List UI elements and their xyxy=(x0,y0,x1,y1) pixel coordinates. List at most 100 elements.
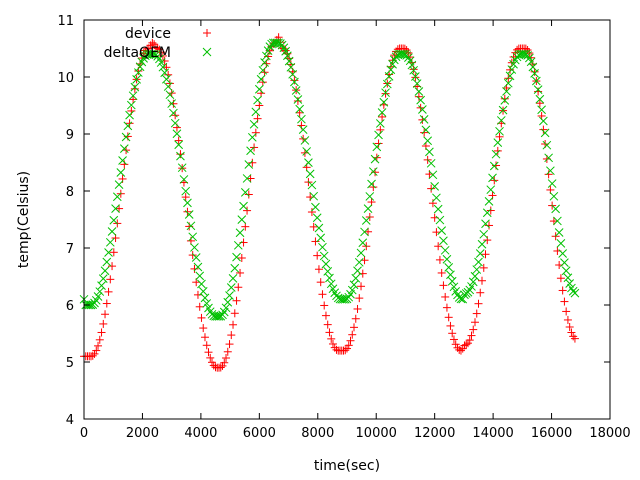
data-point xyxy=(206,353,215,362)
data-point xyxy=(105,237,115,247)
data-point xyxy=(396,49,406,59)
data-point xyxy=(432,193,441,203)
legend-label-deltaqem: deltaQEM xyxy=(104,45,171,61)
data-point xyxy=(230,309,239,318)
data-point xyxy=(565,322,574,331)
data-point xyxy=(361,216,371,225)
data-point xyxy=(222,354,231,363)
data-point xyxy=(188,232,198,242)
data-point xyxy=(236,268,245,277)
data-point xyxy=(553,216,562,226)
data-point xyxy=(493,146,502,155)
data-point xyxy=(109,248,118,257)
data-point xyxy=(261,51,271,61)
data-point xyxy=(197,313,206,322)
data-point xyxy=(339,294,348,304)
data-point xyxy=(378,112,387,121)
data-point xyxy=(556,274,565,283)
data-point xyxy=(135,62,145,72)
data-point xyxy=(311,237,320,246)
data-point xyxy=(226,283,236,292)
data-point xyxy=(370,154,380,164)
data-point xyxy=(507,65,517,74)
data-point xyxy=(288,69,298,79)
data-point xyxy=(237,253,246,262)
x-axis-title: time(sec) xyxy=(314,458,380,474)
data-point xyxy=(311,202,320,212)
data-point xyxy=(444,313,453,322)
data-point xyxy=(458,294,468,304)
x-tick-label: 4000 xyxy=(184,426,217,441)
data-point xyxy=(469,325,478,334)
data-point xyxy=(447,276,457,286)
data-point xyxy=(246,146,255,156)
data-point xyxy=(549,191,559,201)
data-point xyxy=(109,215,119,225)
data-point xyxy=(474,257,483,267)
data-point xyxy=(498,105,508,115)
data-point xyxy=(360,227,369,237)
data-point xyxy=(181,193,190,202)
data-point xyxy=(227,331,236,340)
data-point xyxy=(114,180,124,190)
x-tick-label: 8000 xyxy=(301,426,334,441)
data-point xyxy=(367,179,376,189)
data-point xyxy=(488,173,497,183)
data-point xyxy=(412,79,422,88)
data-point xyxy=(425,147,434,157)
data-point xyxy=(133,68,143,77)
data-point xyxy=(162,74,171,84)
data-point xyxy=(94,341,103,350)
data-point xyxy=(307,208,316,217)
data-point xyxy=(484,197,494,206)
data-point xyxy=(295,108,304,117)
data-point xyxy=(384,72,394,81)
data-point xyxy=(225,340,234,349)
data-point xyxy=(277,40,287,50)
data-point xyxy=(195,302,204,311)
data-point xyxy=(358,238,368,248)
data-point xyxy=(437,226,447,236)
y-tick-label: 11 xyxy=(57,14,74,29)
data-point xyxy=(204,348,213,357)
data-point xyxy=(369,183,378,192)
data-point xyxy=(176,151,185,161)
data-point xyxy=(125,110,134,120)
data-point xyxy=(551,204,561,214)
data-point xyxy=(382,79,392,89)
data-point xyxy=(544,153,553,163)
data-point xyxy=(181,186,191,196)
data-point xyxy=(432,228,441,237)
data-point xyxy=(351,314,360,323)
plot-frame xyxy=(83,19,611,420)
data-point xyxy=(468,277,478,287)
data-point xyxy=(169,108,178,118)
data-point xyxy=(539,125,548,134)
data-point xyxy=(225,291,234,300)
data-point xyxy=(490,176,499,185)
data-point xyxy=(470,318,479,327)
data-point xyxy=(326,279,336,289)
data-point xyxy=(365,192,375,201)
data-point xyxy=(112,192,122,202)
legend-marker xyxy=(203,29,211,37)
data-point xyxy=(486,206,495,215)
data-point xyxy=(414,87,424,96)
data-point xyxy=(126,100,136,110)
series-deltaQEM xyxy=(79,38,580,321)
data-point xyxy=(309,191,319,201)
data-point xyxy=(240,188,250,197)
data-point xyxy=(428,199,437,208)
data-point xyxy=(349,280,359,290)
data-point xyxy=(221,303,231,313)
data-point xyxy=(437,268,446,277)
data-point xyxy=(258,78,267,87)
data-point xyxy=(258,65,268,75)
data-point xyxy=(439,281,448,290)
data-point xyxy=(183,198,192,208)
data-point xyxy=(165,90,175,100)
data-point xyxy=(97,281,106,290)
data-point xyxy=(190,243,199,252)
data-point xyxy=(421,125,431,135)
data-point xyxy=(323,320,332,329)
